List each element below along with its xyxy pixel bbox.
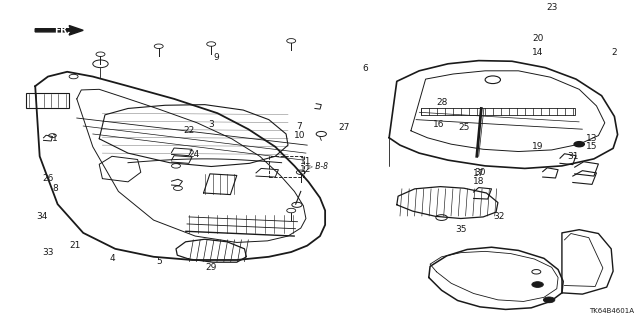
Text: 22: 22 [183, 126, 195, 135]
Text: 26: 26 [42, 174, 54, 183]
Text: 4: 4 [109, 254, 115, 263]
Text: 32: 32 [493, 212, 505, 221]
Text: 19: 19 [532, 142, 543, 151]
Bar [421, 108, 575, 115]
Text: 17: 17 [473, 169, 484, 178]
Text: TK64B4601A: TK64B4601A [589, 308, 634, 314]
Text: 15: 15 [586, 142, 598, 151]
Text: 28: 28 [436, 98, 447, 107]
Text: ▷ B-8: ▷ B-8 [307, 161, 328, 170]
Text: 25: 25 [458, 123, 470, 132]
Text: 2: 2 [612, 48, 617, 57]
Text: 31: 31 [567, 152, 579, 161]
Text: 20: 20 [532, 34, 543, 43]
Text: 35: 35 [455, 225, 467, 234]
Bar [26, 93, 69, 108]
Text: 18: 18 [473, 177, 484, 186]
Circle shape [574, 142, 584, 147]
Text: 14: 14 [532, 48, 543, 57]
Text: 23: 23 [546, 3, 557, 11]
Text: 5: 5 [156, 257, 161, 266]
Text: 13: 13 [586, 134, 598, 143]
Text: 6: 6 [362, 64, 367, 73]
Text: 33: 33 [42, 248, 54, 256]
Text: 12: 12 [300, 165, 312, 174]
Circle shape [532, 282, 543, 287]
Text: 1: 1 [52, 134, 57, 143]
Text: 34: 34 [36, 212, 47, 221]
Text: 10: 10 [294, 131, 305, 140]
Text: 30: 30 [474, 168, 486, 177]
Text: 3: 3 [209, 120, 214, 129]
Text: 21: 21 [70, 241, 81, 250]
Text: FR.: FR. [54, 26, 71, 35]
Text: 11: 11 [300, 157, 312, 166]
Text: 7: 7 [297, 122, 302, 130]
Polygon shape [35, 26, 83, 35]
Text: 16: 16 [433, 120, 444, 129]
Text: 8: 8 [53, 184, 58, 193]
Text: 29: 29 [205, 263, 217, 272]
Circle shape [543, 297, 555, 303]
Bar [269, 156, 304, 177]
Text: 27: 27 [339, 123, 350, 132]
Text: 24: 24 [188, 150, 200, 159]
Text: 9: 9 [214, 53, 219, 62]
